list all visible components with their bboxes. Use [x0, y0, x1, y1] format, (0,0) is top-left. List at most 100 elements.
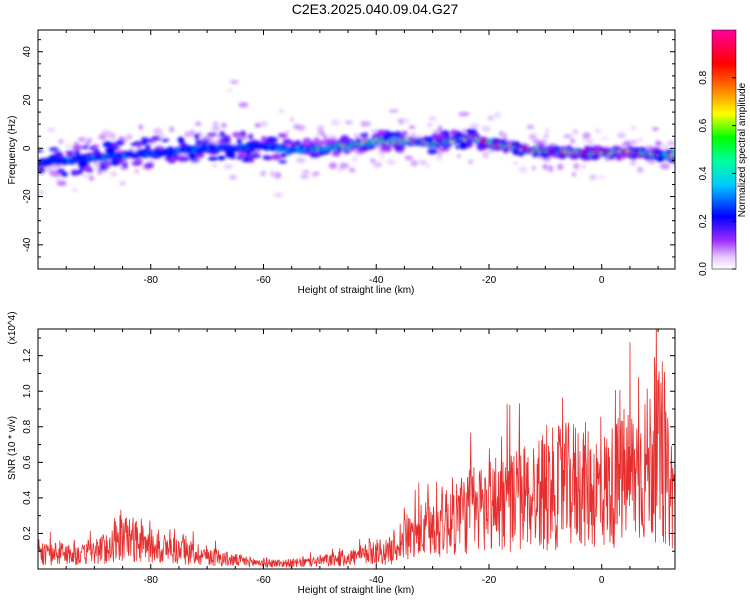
heatmap-cloud-cell [340, 135, 349, 142]
heatmap-xlabel: Height of straight line (km) [298, 285, 415, 296]
colorbar-tick-label: 0.6 [698, 118, 709, 132]
heatmap-noise-cell [134, 169, 139, 173]
heatmap-noise-cell [571, 172, 577, 177]
heatmap-noise-cell [296, 157, 306, 164]
heatmap-cloud-cell [143, 138, 153, 143]
heatmap-noise-cell [254, 122, 261, 128]
heatmap-cloud-cell [427, 149, 438, 155]
heatmap-cloud-cell [248, 133, 254, 140]
heatmap-noise-cell [570, 138, 575, 144]
heatmap-ytick-label: 40 [22, 46, 33, 58]
heatmap-noise-cell [290, 117, 295, 122]
heatmap-noise-cell [344, 120, 353, 125]
heatmap-noise-cell [77, 137, 87, 142]
heatmap-noise-cell [438, 125, 443, 132]
heatmap-noise-cell [518, 166, 527, 173]
heatmap-noise-cell [498, 130, 504, 137]
colorbar-tick-label: 0.2 [698, 214, 709, 228]
heatmap-cloud-cell [571, 155, 579, 160]
heatmap-noise-cell [656, 141, 662, 146]
heatmap-noise-cell [526, 124, 535, 129]
heatmap-noise-cell [85, 141, 90, 147]
heatmap-noise-cell [573, 163, 580, 170]
heatmap-noise-cell [637, 166, 644, 173]
snr-panel: -80 -60 -40 -20 0 0.2 0.4 0.6 0.8 1.0 1.2 Height o… [7, 311, 676, 596]
heatmap-ytick-label: -20 [22, 189, 33, 204]
colorbar-tick-label: 0.8 [698, 70, 709, 84]
heatmap-noise-cell [300, 174, 309, 180]
heatmap-noise-cell [531, 166, 536, 170]
heatmap-ytick-label: 0 [22, 145, 33, 151]
colorbar-tick-label: 0.0 [698, 262, 709, 276]
heatmap-noise-cell [283, 130, 291, 134]
heatmap-blobs [38, 80, 675, 197]
heatmap-noise-cell [541, 136, 548, 140]
heatmap-noise-cell [482, 151, 489, 159]
heatmap-noise-cell [667, 140, 675, 146]
heatmap-cloud-cell [74, 150, 81, 156]
heatmap-noise-cell [582, 132, 591, 139]
heatmap-cloud-cell [265, 156, 273, 160]
snr-ylabel: SNR (10 * v/v) [7, 416, 18, 480]
heatmap-noise-cell [388, 109, 399, 113]
snr-ytick-label: 0.4 [22, 491, 33, 505]
heatmap-cloud-cell [231, 132, 243, 138]
colorbar-gradient [711, 29, 737, 270]
heatmap-cloud-cell [134, 141, 142, 145]
heatmap-noise-cell [342, 165, 349, 169]
heatmap-cloud-cell [237, 150, 247, 158]
heatmap-noise-cell [229, 80, 239, 84]
heatmap-noise-cell [322, 134, 328, 140]
heatmap-noise-cell [169, 126, 174, 133]
snr-ytick-label: 1.2 [22, 348, 33, 362]
heatmap-cloud-cell [151, 135, 161, 141]
heatmap-noise-cell [58, 180, 67, 187]
snr-xlabel: Height of straight line (km) [298, 585, 415, 596]
heatmap-noise-cell [637, 137, 644, 142]
heatmap-noise-cell [583, 138, 590, 143]
heatmap-cloud-cell [111, 142, 118, 148]
heatmap-noise-cell [572, 129, 579, 135]
snr-ytick-label: 1.0 [22, 384, 33, 398]
heatmap-noise-cell [360, 120, 368, 127]
heatmap-noise-cell [238, 102, 249, 108]
heatmap-noise-cell [616, 132, 626, 139]
heatmap-cloud-cell [38, 149, 44, 153]
heatmap-noise-cell [229, 175, 237, 180]
heatmap-cloud-cell [465, 128, 475, 135]
heatmap-noise-cell [317, 125, 325, 132]
heatmap-noise-cell [353, 133, 359, 138]
heatmap-ylabel: Frequency (Hz) [7, 116, 18, 185]
snr-ytick-label: 0.2 [22, 526, 33, 540]
heatmap-noise-cell [104, 129, 111, 135]
heatmap-noise-cell [89, 175, 94, 181]
heatmap-xtick-label: -60 [256, 275, 271, 286]
heatmap-noise-cell [278, 109, 285, 113]
heatmap-noise-cell [556, 165, 564, 170]
snr-ytick-label: 0.8 [22, 419, 33, 433]
heatmap-noise-cell [110, 171, 118, 177]
heatmap-noise-cell [195, 121, 202, 126]
heatmap-cloud-cell [82, 145, 89, 150]
heatmap-noise-cell [468, 160, 473, 164]
heatmap-cloud-cell [92, 144, 99, 148]
snr-xtick-label: -40 [369, 575, 384, 586]
heatmap-cloud-cell [208, 156, 218, 161]
heatmap-cloud-cell [183, 157, 189, 162]
heatmap-noise-cell [296, 124, 306, 131]
heatmap-cloud-cell [400, 131, 408, 135]
heatmap-noise-cell [260, 170, 267, 177]
heatmap-noise-cell [493, 112, 502, 118]
heatmap-noise-cell [302, 170, 310, 174]
heatmap-cloud-cell [280, 152, 287, 158]
heatmap-xtick-label: 0 [599, 275, 605, 286]
heatmap-noise-cell [426, 123, 433, 127]
heatmap-cloud-cell [289, 141, 298, 147]
heatmap-cloud-cell [195, 139, 202, 144]
heatmap-cloud-cell [236, 156, 244, 160]
chart-title: C2E3.2025.040.09.04.G27 [291, 1, 459, 17]
heatmap-noise-cell [399, 119, 404, 125]
heatmap-noise-cell [410, 159, 419, 167]
heatmap-ytick-label: -40 [22, 237, 33, 252]
heatmap-cloud-cell [219, 131, 226, 138]
